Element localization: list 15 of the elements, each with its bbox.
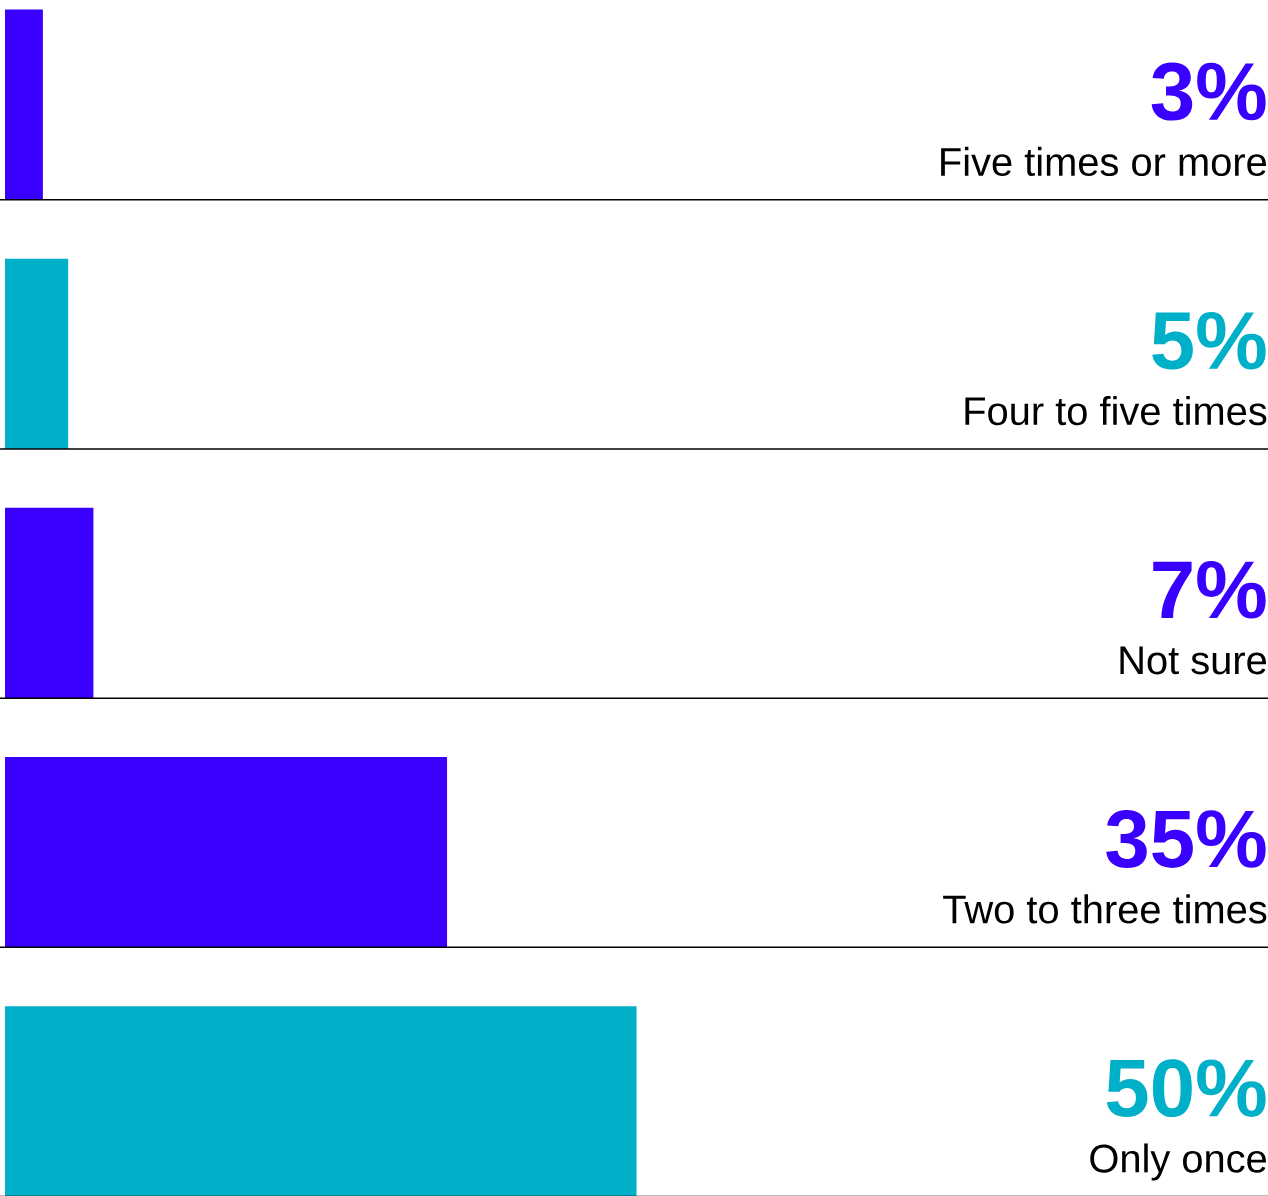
data-label: 5% [1152, 311, 1266, 370]
y-tick-label: Two to three times [943, 894, 1267, 924]
y-tick-label: Four to five times [965, 395, 1267, 426]
data-label: 3% [1151, 62, 1266, 121]
y-tick-label: Five times or more [941, 146, 1266, 177]
data-label: 50% [1106, 1059, 1266, 1118]
data-label: 7% [1153, 561, 1266, 619]
y-tick-label: Only once [1090, 1143, 1266, 1181]
data-label: 35% [1106, 810, 1266, 869]
bar [5, 1006, 637, 1196]
bar [5, 258, 69, 450]
bar [5, 9, 43, 200]
bar [5, 507, 94, 699]
y-tick-label: Not sure [1120, 646, 1266, 675]
bar [5, 756, 448, 948]
